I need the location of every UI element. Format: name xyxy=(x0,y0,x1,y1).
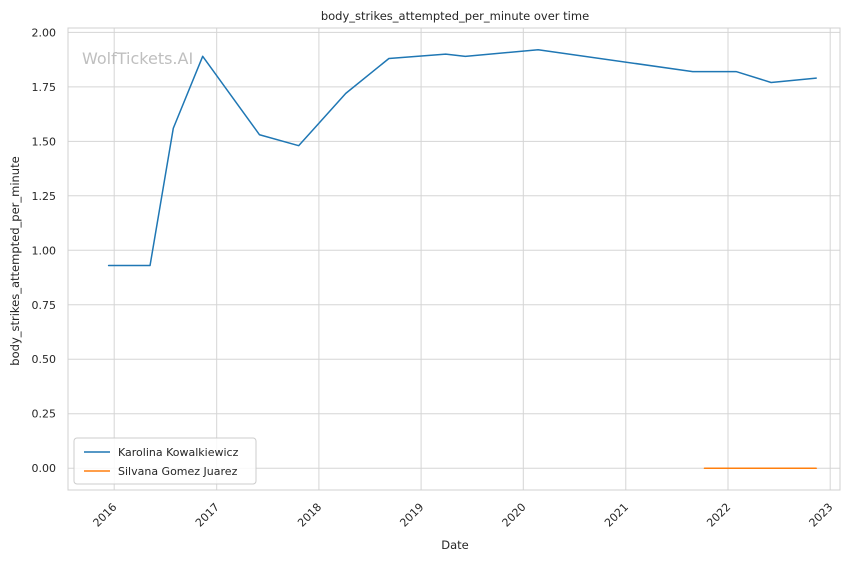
y-tick-label: 0.75 xyxy=(32,299,57,312)
y-tick-label: 0.00 xyxy=(32,462,57,475)
y-axis-label: body_strikes_attempted_per_minute xyxy=(8,156,22,365)
plot-frame xyxy=(67,27,841,491)
series-line xyxy=(107,49,817,267)
x-gridlines xyxy=(113,28,831,490)
plot-area xyxy=(68,28,840,490)
x-axis-label: Date xyxy=(441,538,469,552)
legend-label: Karolina Kowalkiewicz xyxy=(118,446,239,459)
y-tick-label: 1.75 xyxy=(32,81,57,94)
y-tick-label: 0.50 xyxy=(32,353,57,366)
watermark: WolfTickets.AI xyxy=(82,49,193,68)
y-tick-label: 1.25 xyxy=(32,190,57,203)
y-tick-label: 2.00 xyxy=(32,26,57,39)
y-tick-label: 1.00 xyxy=(32,244,57,257)
y-axis-ticks: 0.00 0.25 0.50 0.75 1.00 1.25 1.50 1.75 2.00 xyxy=(32,26,57,475)
chart-title: body_strikes_attempted_per_minute over t… xyxy=(321,9,589,23)
legend: Karolina Kowalkiewicz Silvana Gomez Juare… xyxy=(73,437,257,485)
legend-box xyxy=(73,437,257,485)
legend-label: Silvana Gomez Juarez xyxy=(118,465,238,478)
y-tick-label: 0.25 xyxy=(32,408,57,421)
y-tick-label: 1.50 xyxy=(32,135,57,148)
series-layer xyxy=(107,49,817,469)
